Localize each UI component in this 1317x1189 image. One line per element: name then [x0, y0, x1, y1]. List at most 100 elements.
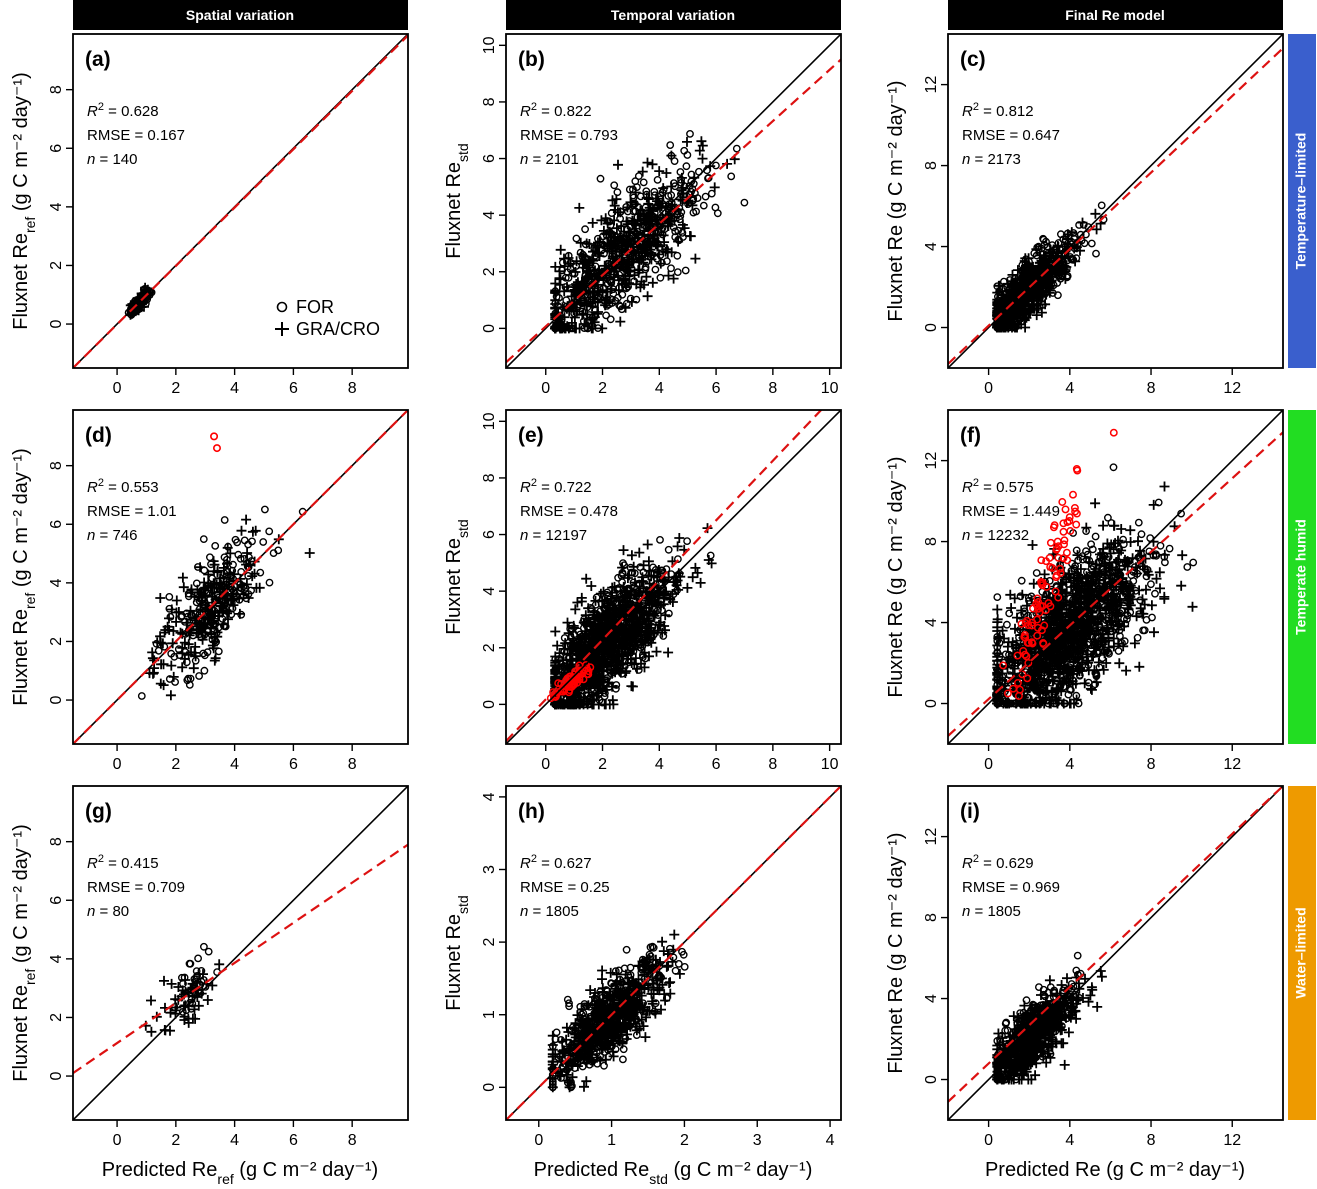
data-point: [732, 144, 741, 153]
data-point: [205, 553, 214, 562]
data-point: [583, 603, 594, 614]
data-point: [240, 555, 249, 563]
data-point: [639, 662, 650, 673]
data-point: [641, 192, 652, 203]
data-point: [228, 600, 239, 611]
data-point: [686, 129, 694, 138]
data-point: [667, 264, 675, 273]
data-point: [622, 202, 633, 213]
data-point: [195, 604, 206, 615]
data-point: [618, 581, 629, 592]
data-point: [663, 647, 674, 658]
data-point: [576, 248, 585, 257]
data-point: [601, 292, 612, 303]
data-point: [690, 253, 701, 264]
column-header-bg-final: [948, 0, 1283, 30]
data-point: [1016, 265, 1027, 276]
data-point: [244, 540, 253, 549]
y-tick-label: 2: [48, 637, 65, 646]
data-point: [254, 582, 265, 593]
data-point: [658, 183, 669, 194]
data-point: [626, 550, 637, 561]
row-label-bg-temperature: [1288, 34, 1316, 368]
data-point: [995, 322, 1006, 333]
data-point: [1090, 498, 1101, 509]
data-point: [570, 604, 581, 615]
data-point: [630, 187, 641, 198]
data-point: [217, 583, 228, 594]
data-point: [613, 285, 624, 296]
data-point: [1139, 626, 1148, 635]
stat-rmse: RMSE = 0.167: [87, 127, 185, 144]
data-point: [1066, 685, 1074, 694]
data-point: [1025, 304, 1036, 315]
y-axis-title: Fluxnet Restd: [443, 519, 471, 634]
data-point: [697, 153, 708, 164]
data-point: [1011, 322, 1022, 333]
data-point: [234, 608, 245, 619]
y-tick-label: 8: [48, 85, 65, 94]
data-point: [591, 674, 602, 685]
data-point: [674, 555, 682, 563]
data-point: [584, 629, 595, 639]
stat-n: n = 746: [87, 527, 137, 544]
data-point: [673, 568, 684, 579]
fit-line: [506, 58, 841, 364]
data-point: [570, 645, 581, 656]
data-point: [676, 172, 687, 183]
data-point: [1119, 540, 1128, 549]
data-point: [633, 183, 641, 192]
data-point: [642, 291, 653, 302]
x-tick-label: 6: [712, 380, 721, 397]
plot-frame: [505, 33, 842, 369]
x-tick-label: 8: [768, 756, 777, 773]
data-point: [681, 266, 690, 275]
data-point: [1118, 607, 1127, 615]
data-point: [618, 637, 629, 648]
data-point: [600, 300, 611, 311]
data-point: [606, 593, 616, 604]
data-point: [188, 663, 199, 674]
x-tick-label: 6: [289, 756, 298, 773]
data-point: [160, 625, 171, 635]
data-point: [703, 555, 714, 565]
data-point: [215, 601, 226, 612]
data-point: [580, 610, 591, 621]
data-point: [611, 296, 620, 305]
data-point: [1014, 305, 1025, 316]
data-point: [550, 699, 561, 710]
data-point: [645, 244, 656, 255]
data-point: [1135, 545, 1145, 556]
data-point: [663, 270, 674, 281]
y-axis-title: Fluxnet Reref (g C m⁻² day⁻¹): [10, 72, 38, 330]
data-point: [629, 270, 640, 281]
y-tick-label: 0: [923, 323, 940, 332]
data-point: [1016, 592, 1025, 601]
data-point: [155, 678, 166, 689]
data-point: [1091, 224, 1102, 235]
data-point: [639, 647, 650, 658]
data-point: [1056, 257, 1067, 268]
data-point: [194, 587, 205, 598]
y-tick-label: 8: [48, 461, 65, 470]
data-point: [249, 568, 260, 579]
data-point: [1137, 594, 1148, 605]
gracro-points: [550, 136, 740, 334]
y-axis-title: Fluxnet Re (g C m⁻² day⁻¹): [885, 80, 907, 321]
y-tick-label: 10: [481, 412, 498, 430]
data-point: [630, 569, 639, 578]
data-point: [612, 681, 621, 689]
data-point: [1026, 267, 1037, 277]
data-point: [1028, 268, 1039, 279]
x-tick-label: 8: [768, 380, 777, 397]
data-point: [185, 605, 196, 616]
data-point: [1123, 615, 1131, 624]
data-point: [575, 634, 586, 644]
data-point: [1159, 591, 1170, 602]
data-point: [552, 640, 563, 651]
data-point: [1007, 269, 1018, 280]
plot-area: [948, 410, 1283, 744]
data-point: [614, 573, 622, 582]
stat-r2: R2 = 0.822: [520, 101, 592, 120]
